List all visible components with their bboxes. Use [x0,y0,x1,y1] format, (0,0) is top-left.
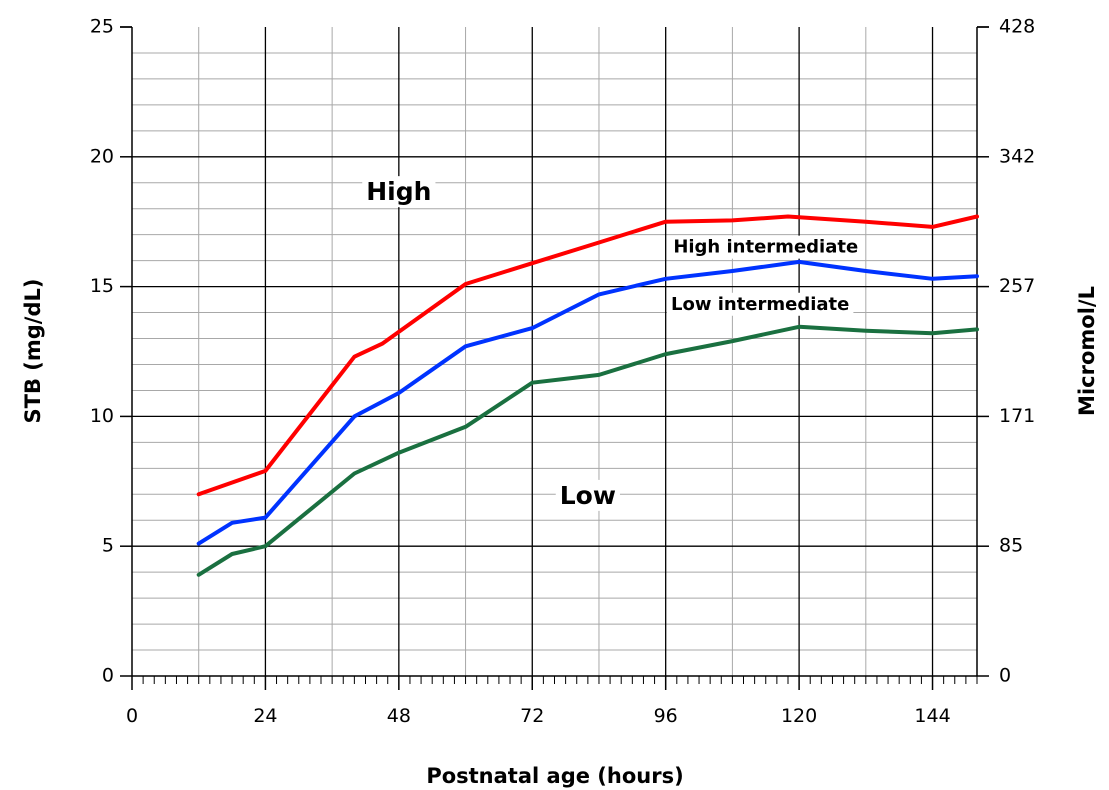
series-line-0 [196,214,979,497]
x-tick-label: 48 [387,705,411,727]
x-tick-label: 120 [781,705,817,727]
y-axis-title: STB (mg/dL) [21,279,45,424]
grid [132,27,977,676]
y2-tick-label: 257 [999,275,1035,297]
y-tick-label: 20 [90,145,114,167]
series-line-1 [196,259,979,546]
y2-tick-label: 85 [999,535,1023,557]
y2-tick-label: 428 [999,16,1035,38]
y2-tick-label: 0 [999,665,1011,687]
x-axis-title: Postnatal age (hours) [426,764,683,788]
zone-label: Low intermediate [671,294,849,315]
x-tick-label: 96 [654,705,678,727]
zone-label: Low [560,481,616,510]
y2-axis-title: Micromol/L [1075,286,1099,416]
tick-labels: 0 24 48 72 96 120 144 0 5 10 15 20 25 0 85 171 257 342 428 [90,16,1035,728]
series-lines [196,214,979,577]
zone-label: High intermediate [673,237,858,258]
zone-label-background [362,176,436,208]
y2-tick-label: 171 [999,405,1035,427]
y2-tick-label: 342 [999,145,1035,167]
y-tick-label: 5 [102,535,114,557]
series-line-2 [196,324,979,577]
x-tick-label: 0 [126,705,138,727]
zone-label: High [366,177,431,206]
axes-frame [120,26,989,690]
y-tick-label: 25 [90,16,114,38]
zone-label-background [669,235,863,259]
x-tick-label: 144 [914,705,950,727]
x-tick-label: 72 [520,705,544,727]
y-tick-label: 15 [90,275,114,297]
y-tick-label: 0 [102,665,114,687]
zone-annotations: High High intermediate Low intermediate Low [362,176,863,511]
zone-label-background [666,292,854,316]
zone-label-background [555,479,620,511]
y-tick-label: 10 [90,405,114,427]
x-tick-label: 24 [253,705,277,727]
